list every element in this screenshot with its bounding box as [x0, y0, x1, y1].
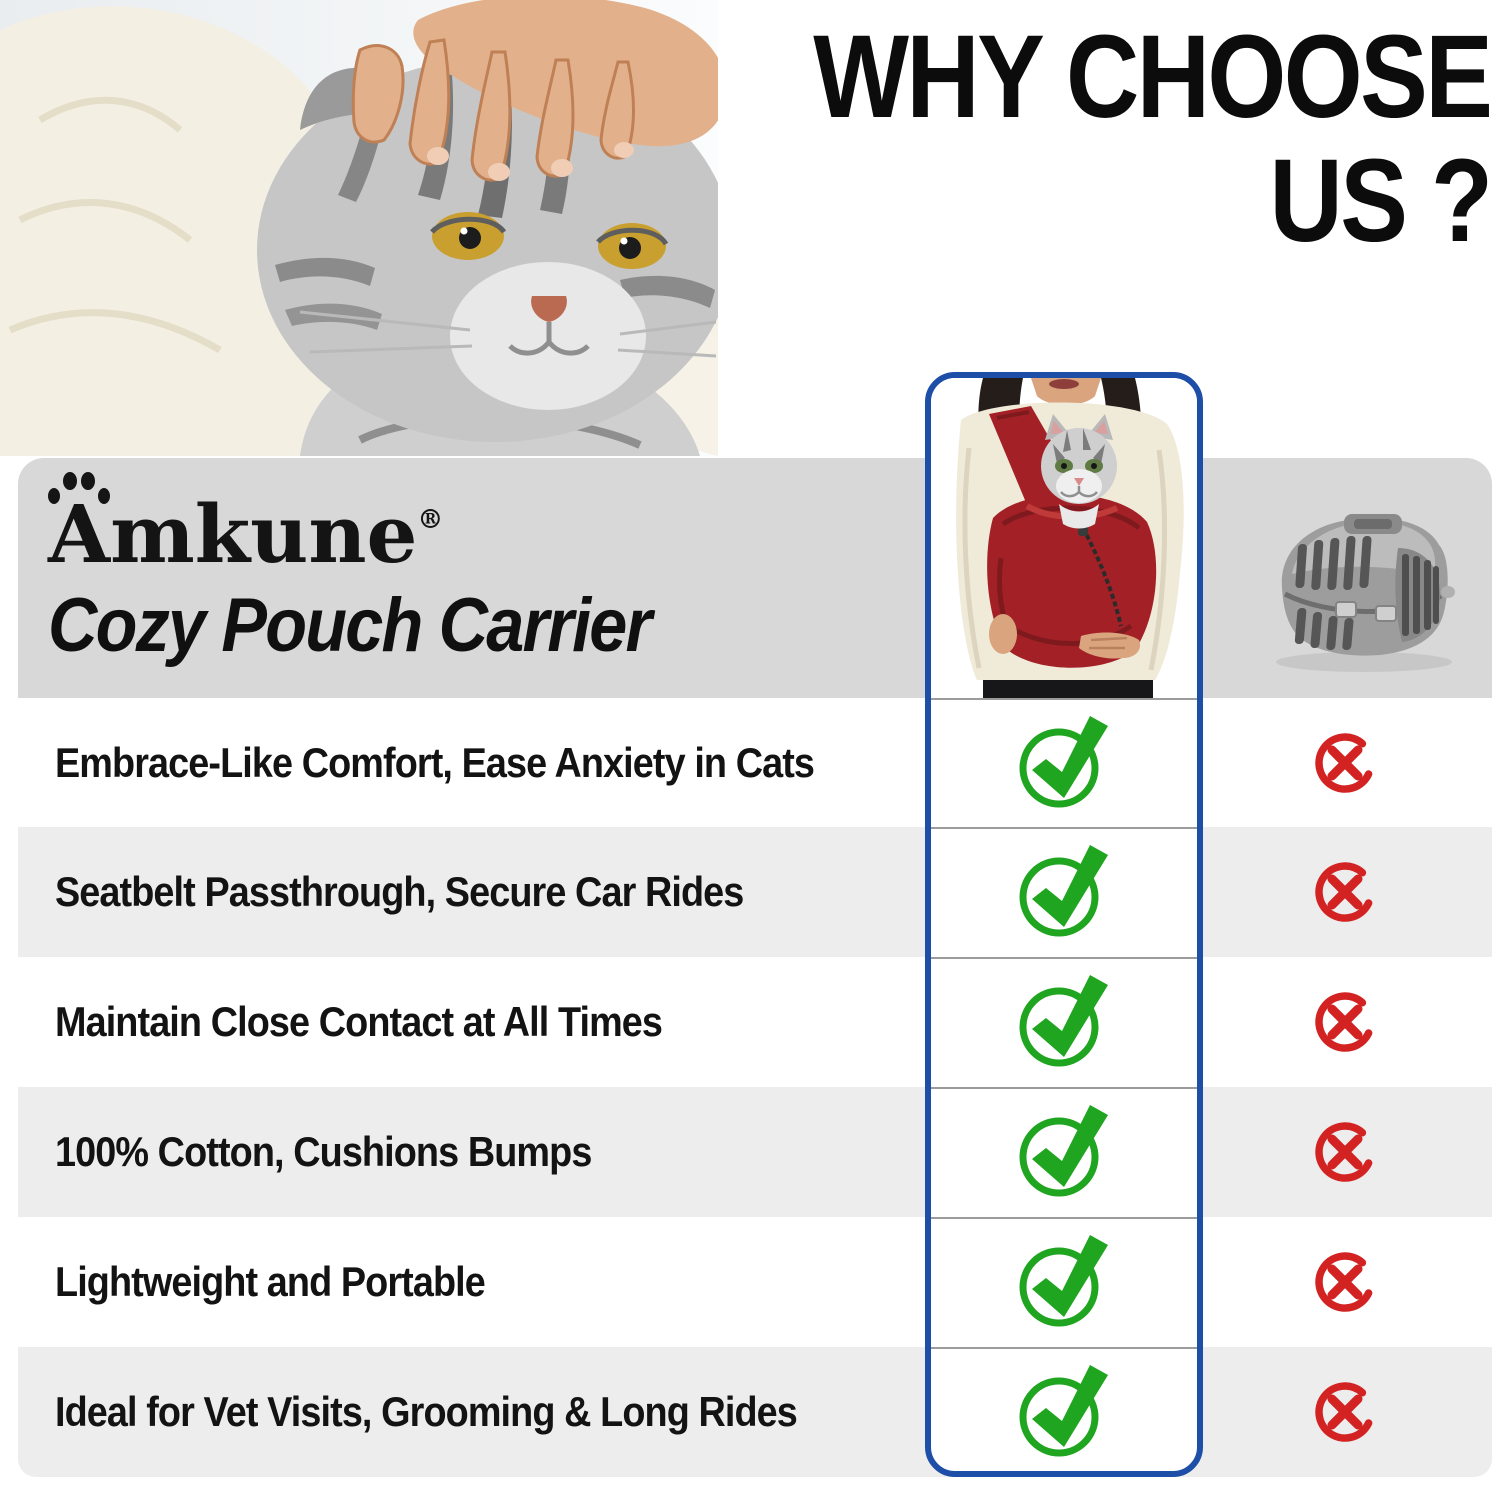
check-circle-icon: [1019, 975, 1108, 1067]
check-circle-icon: [1019, 1235, 1108, 1327]
feature-label: Maintain Close Contact at All Times: [55, 998, 663, 1045]
check-circle-icon: [1019, 716, 1108, 808]
x-circle-icon: [1315, 1122, 1373, 1182]
cell-divider: [931, 698, 1197, 700]
check-circle-icon: [1019, 845, 1108, 937]
feature-row: 100% Cotton, Cushions Bumps: [18, 1087, 1492, 1217]
feature-label: Ideal for Vet Visits, Grooming & Long Ri…: [55, 1388, 798, 1435]
cell-divider: [931, 957, 1197, 959]
table-header-band: [18, 458, 1492, 698]
product-name: Cozy Pouch Carrier: [48, 583, 652, 668]
cell-divider: [931, 827, 1197, 829]
cat-petting-photo: [0, 0, 718, 456]
x-circle-icon: [1315, 862, 1373, 922]
feature-label: 100% Cotton, Cushions Bumps: [55, 1128, 592, 1175]
cell-divider: [931, 1217, 1197, 1219]
brand-logo: Amkune®: [48, 494, 443, 574]
check-circle-icon: [1019, 1105, 1108, 1197]
x-circle-icon: [1315, 733, 1373, 793]
page-title-line2: US ?: [1269, 135, 1492, 267]
x-circle-icon: [1315, 1252, 1373, 1312]
cell-divider: [931, 1347, 1197, 1349]
feature-row: Embrace-Like Comfort, Ease Anxiety in Ca…: [18, 698, 1492, 827]
x-circle-icon: [1315, 1382, 1373, 1442]
feature-row: Maintain Close Contact at All Times: [18, 957, 1492, 1087]
feature-row: Ideal for Vet Visits, Grooming & Long Ri…: [18, 1347, 1492, 1477]
feature-label: Lightweight and Portable: [55, 1258, 486, 1305]
feature-row: Lightweight and Portable: [18, 1217, 1492, 1347]
pouch-carrier-photo: [931, 378, 1197, 699]
registered-trademark: ®: [417, 505, 444, 535]
x-circle-icon: [1315, 992, 1373, 1052]
feature-row: Seatbelt Passthrough, Secure Car Rides: [18, 827, 1492, 957]
cell-divider: [931, 1087, 1197, 1089]
highlighted-product-column: [925, 372, 1203, 1477]
hard-carrier-image: [1276, 514, 1455, 672]
check-circle-icon: [1019, 1365, 1108, 1457]
feature-label: Embrace-Like Comfort, Ease Anxiety in Ca…: [55, 738, 815, 786]
feature-label: Seatbelt Passthrough, Secure Car Rides: [55, 868, 744, 915]
page-title-line1: WHY CHOOSE: [812, 11, 1493, 143]
brand-name: Amkune: [48, 487, 418, 581]
page-title: WHY CHOOSE US ?: [703, 11, 1493, 267]
paw-print-icon: [48, 472, 110, 504]
